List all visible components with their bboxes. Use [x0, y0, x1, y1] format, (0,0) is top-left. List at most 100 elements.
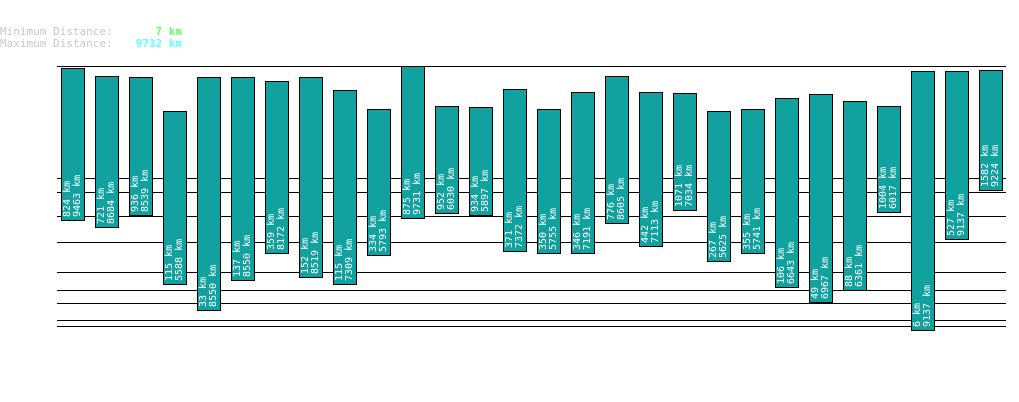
bar: [809, 94, 833, 303]
bar-label-a: 442 km: [640, 207, 651, 243]
bar-label-a: 936 km: [130, 176, 141, 212]
bar-label-a: 88 km: [844, 257, 855, 287]
bar-label-b: 7191 km: [582, 208, 593, 250]
bar-label-b: 7113 km: [650, 201, 661, 243]
bar-label-b: 5793 km: [378, 210, 389, 252]
legend-min-value: 7 km: [155, 25, 183, 38]
bar-group: 115 km 5588 km: [163, 111, 187, 285]
bar-label-b: 9224 km: [990, 145, 1001, 187]
bar-group: 442 km 7113 km: [639, 92, 663, 247]
bar-group: 49 km 6967 km: [809, 94, 833, 303]
bar-label-b: 8172 km: [276, 208, 287, 250]
bar-label-a: 1071 km: [674, 165, 685, 207]
bar-label-a: 1004 km: [878, 167, 889, 209]
bar-label-b: 6361 km: [854, 245, 865, 287]
bar-label-b: 9731 km: [412, 173, 423, 215]
bar-label-b: 6643 km: [786, 242, 797, 284]
bar: [367, 109, 391, 256]
bar-group: 952 km 6030 km: [435, 106, 459, 214]
bar-label-b: 5625 km: [718, 216, 729, 258]
bar-label-b: 5897 km: [480, 170, 491, 212]
bar-label-b: 8539 km: [140, 170, 151, 212]
bar-group: 106 km 6643 km: [775, 98, 799, 288]
bar-label-b: 8550 km: [208, 265, 219, 307]
legend-max-label: Maximum Distance:: [0, 37, 113, 50]
bar-label-a: 152 km: [300, 238, 311, 274]
bar-group: 137 km 8550 km: [231, 77, 255, 281]
bar-group: 1004 km 6017 km: [877, 106, 901, 213]
bar-label-a: 875 km: [402, 179, 413, 215]
bar: [571, 92, 595, 254]
bar-group: 936 km 8539 km: [129, 77, 153, 216]
bar-label-a: 527 km: [946, 200, 957, 236]
bar-label-a: 952 km: [436, 174, 447, 210]
bar: [265, 81, 289, 254]
bar-label-a: 371 km: [504, 212, 515, 248]
bar-label-a: 33 km: [198, 277, 209, 307]
bar: [163, 111, 187, 285]
bar: [605, 76, 629, 224]
bar: [639, 92, 663, 247]
bar: [911, 71, 935, 331]
bar-label-b: 5588 km: [174, 239, 185, 281]
bar-group: 359 km 8172 km: [265, 81, 289, 254]
bar: [843, 101, 867, 291]
bar-label-b: 8519 km: [310, 232, 321, 274]
bar-label-a: 1582 km: [980, 145, 991, 187]
bar-group: 6 km 9137 km: [911, 71, 935, 331]
bar: [741, 109, 765, 254]
bar-group: 371 km 7372 km: [503, 89, 527, 252]
bar: [61, 68, 85, 221]
bar: [979, 70, 1003, 191]
bar-group: 1582 km 9224 km: [979, 70, 1003, 191]
bar-group: 350 km 5755 km: [537, 109, 561, 254]
bar-label-a: 721 km: [96, 188, 107, 224]
bar-label-a: 776 km: [606, 184, 617, 220]
bar-group: 33 km 8550 km: [197, 77, 221, 311]
bar: [95, 76, 119, 228]
bar: [129, 77, 153, 216]
bar-group: 875 km 9731 km: [401, 66, 425, 219]
bar-label-b: 6030 km: [446, 168, 457, 210]
bar-label-b: 8605 km: [616, 178, 627, 220]
bar-group: 346 km 7191 km: [571, 92, 595, 254]
bar-group: 115 km 7309 km: [333, 90, 357, 285]
bar: [775, 98, 799, 288]
bar: [401, 66, 425, 219]
bar: [503, 89, 527, 252]
bar-label-a: 824 km: [62, 181, 73, 217]
bar: [537, 109, 561, 254]
bar-label-b: 9463 km: [72, 175, 83, 217]
bar-label-b: 9137 km: [956, 194, 967, 236]
bar-label-a: 115 km: [334, 245, 345, 281]
legend-max-value: 9732 km: [135, 37, 182, 50]
bar-label-a: 334 km: [368, 216, 379, 252]
bar: [877, 106, 901, 213]
bar-label-a: 359 km: [266, 214, 277, 250]
bar-label-a: 49 km: [810, 269, 821, 299]
bar-label-b: 6967 km: [820, 257, 831, 299]
bar-group: 88 km 6361 km: [843, 101, 867, 291]
bar-group: 1071 km 7034 km: [673, 93, 697, 211]
legend-min-label: Minimum Distance:: [0, 25, 113, 38]
bar-label-b: 6017 km: [888, 167, 899, 209]
bar-group: 721 km 8684 km: [95, 76, 119, 228]
bar: [673, 93, 697, 211]
bar-label-a: 267 km: [708, 222, 719, 258]
bar: [299, 77, 323, 278]
bar-label-b: 5755 km: [548, 208, 559, 250]
bar-label-a: 355 km: [742, 214, 753, 250]
bar-label-a: 6 km: [912, 303, 923, 327]
bar-label-b: 8550 km: [242, 235, 253, 277]
bar-label-b: 7309 km: [344, 239, 355, 281]
bar-label-a: 350 km: [538, 214, 549, 250]
bar: [231, 77, 255, 281]
bar-label-b: 7372 km: [514, 206, 525, 248]
bar-label-b: 7034 km: [684, 165, 695, 207]
bar-group: 267 km 5625 km: [707, 111, 731, 262]
bar: [197, 77, 221, 311]
bar-label-a: 934 km: [470, 176, 481, 212]
bar: [435, 106, 459, 214]
bar: [469, 107, 493, 216]
